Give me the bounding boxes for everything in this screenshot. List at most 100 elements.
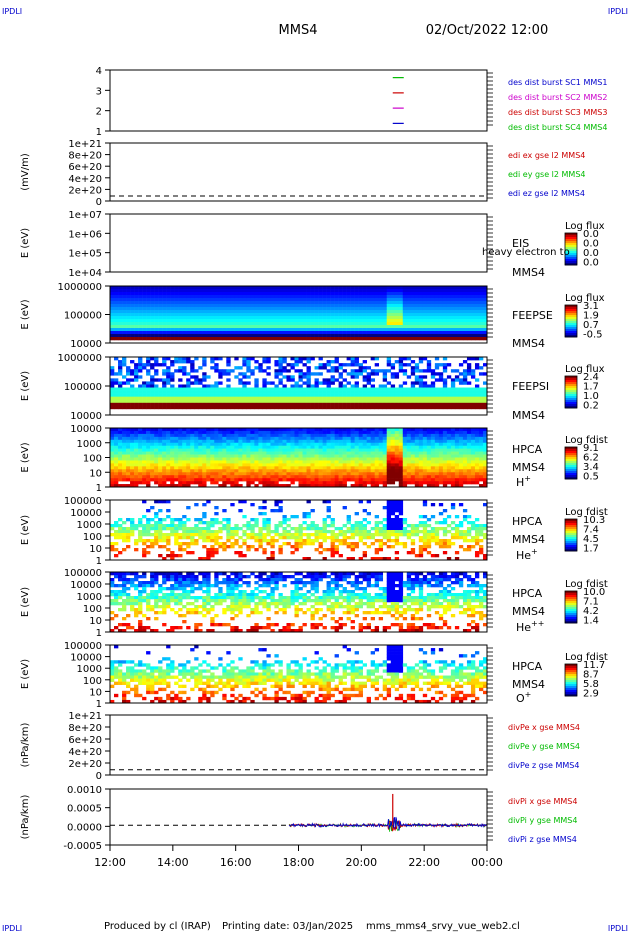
p5-cell: [350, 402, 355, 407]
p4-cell: [134, 286, 139, 290]
p6-cell: [262, 439, 267, 444]
p6-cell: [418, 433, 424, 438]
p4-cell: [466, 301, 472, 305]
p4-cell: [418, 337, 424, 341]
p7-cell: [138, 539, 143, 543]
p4-cell: [306, 319, 311, 323]
p6-cell: [326, 481, 331, 485]
p5-cell: [370, 378, 375, 382]
p4-cell: [354, 316, 359, 320]
p5-cell: [398, 402, 404, 407]
p5-cell: [186, 390, 191, 394]
p4-cell: [406, 337, 412, 341]
p4-cell: [474, 334, 480, 338]
p4-cell: [482, 316, 488, 320]
p6-cell: [446, 454, 452, 458]
p4-cell: [378, 286, 384, 290]
p6-cell: [274, 466, 279, 470]
p2-frame: [109, 142, 488, 202]
p4-cell: [374, 337, 380, 341]
p5-cell: [362, 366, 367, 370]
p6-cell: [150, 472, 155, 476]
p6-cell: [134, 428, 139, 432]
p5-cell: [394, 393, 400, 397]
p4-cell: [186, 307, 191, 311]
p5-cell: [318, 366, 323, 370]
p5-cell: [182, 405, 187, 410]
p5-cell: [398, 405, 404, 410]
p6-cell: [386, 478, 392, 482]
p6-cell: [170, 472, 175, 476]
p5-cell: [174, 360, 179, 364]
p4-cell: [286, 310, 291, 314]
p2-legend-0: edi ex gse l2 MMS4: [508, 151, 585, 160]
p6-cell: [266, 478, 271, 482]
p5-cell: [198, 366, 203, 370]
p4-cell: [454, 286, 460, 290]
p6-cell: [174, 448, 179, 452]
p4-cell: [350, 316, 355, 320]
p4-cell: [146, 331, 151, 335]
p4-cell: [446, 313, 452, 317]
p5-cell: [334, 387, 339, 391]
p5-cell: [170, 390, 175, 394]
p6-cell: [430, 439, 436, 444]
p4-cell: [318, 337, 323, 341]
p6-cell: [234, 445, 239, 449]
p6-cell: [170, 466, 175, 470]
p6-cell: [126, 469, 131, 473]
p5-cell: [478, 399, 484, 404]
p6-cell: [134, 445, 139, 449]
p4-cell: [474, 301, 480, 305]
p6-cell: [246, 430, 251, 435]
p6-cell: [122, 454, 127, 458]
p6-cell: [134, 481, 139, 485]
p4-cell: [402, 307, 408, 311]
p6-cell: [458, 433, 464, 438]
p5-cell: [410, 405, 416, 410]
p4-cell: [294, 304, 299, 308]
p5-cell: [318, 372, 323, 376]
p6-cell: [154, 475, 159, 479]
p5-cell: [170, 405, 175, 410]
p4-cell: [466, 322, 472, 326]
p5-cell: [306, 375, 311, 379]
p6-cell: [378, 428, 384, 432]
p6-cell: [330, 457, 335, 461]
p6-cell: [130, 472, 135, 476]
p6-cell: [278, 445, 283, 449]
p6-cell: [330, 445, 335, 449]
p6-cell: [266, 442, 271, 446]
p6-cell: [374, 475, 380, 479]
p4-cell: [370, 310, 375, 314]
p5-cell: [134, 387, 139, 391]
p4-cell: [370, 286, 375, 290]
p5-cell: [478, 357, 484, 361]
p4-cell: [186, 322, 191, 326]
p4-cell: [254, 307, 259, 311]
p6-cell: [418, 478, 424, 482]
p4-cell: [394, 298, 400, 302]
p6-cell: [430, 433, 436, 438]
p3-colorbar-step: [565, 255, 577, 258]
p6-cell: [130, 466, 135, 470]
p6-cell: [458, 481, 464, 485]
p5-cell: [374, 357, 380, 361]
p4-cell: [394, 334, 400, 338]
p6-cell: [330, 442, 335, 446]
p4-cell: [142, 295, 147, 299]
p6-cell: [482, 460, 488, 464]
p4-cell: [270, 286, 275, 290]
p6-cell: [110, 454, 115, 458]
p5-cell: [166, 375, 171, 379]
p4-cell: [382, 328, 388, 332]
p4-cell: [146, 289, 151, 293]
p4-cell: [150, 310, 155, 314]
p4-cell: [250, 325, 255, 329]
p6-cell: [110, 457, 115, 461]
p4-cell: [322, 298, 327, 302]
p5-cell: [246, 393, 251, 397]
p6-cell: [390, 466, 396, 470]
p6-cell: [442, 451, 448, 455]
p4-cell: [118, 328, 123, 332]
